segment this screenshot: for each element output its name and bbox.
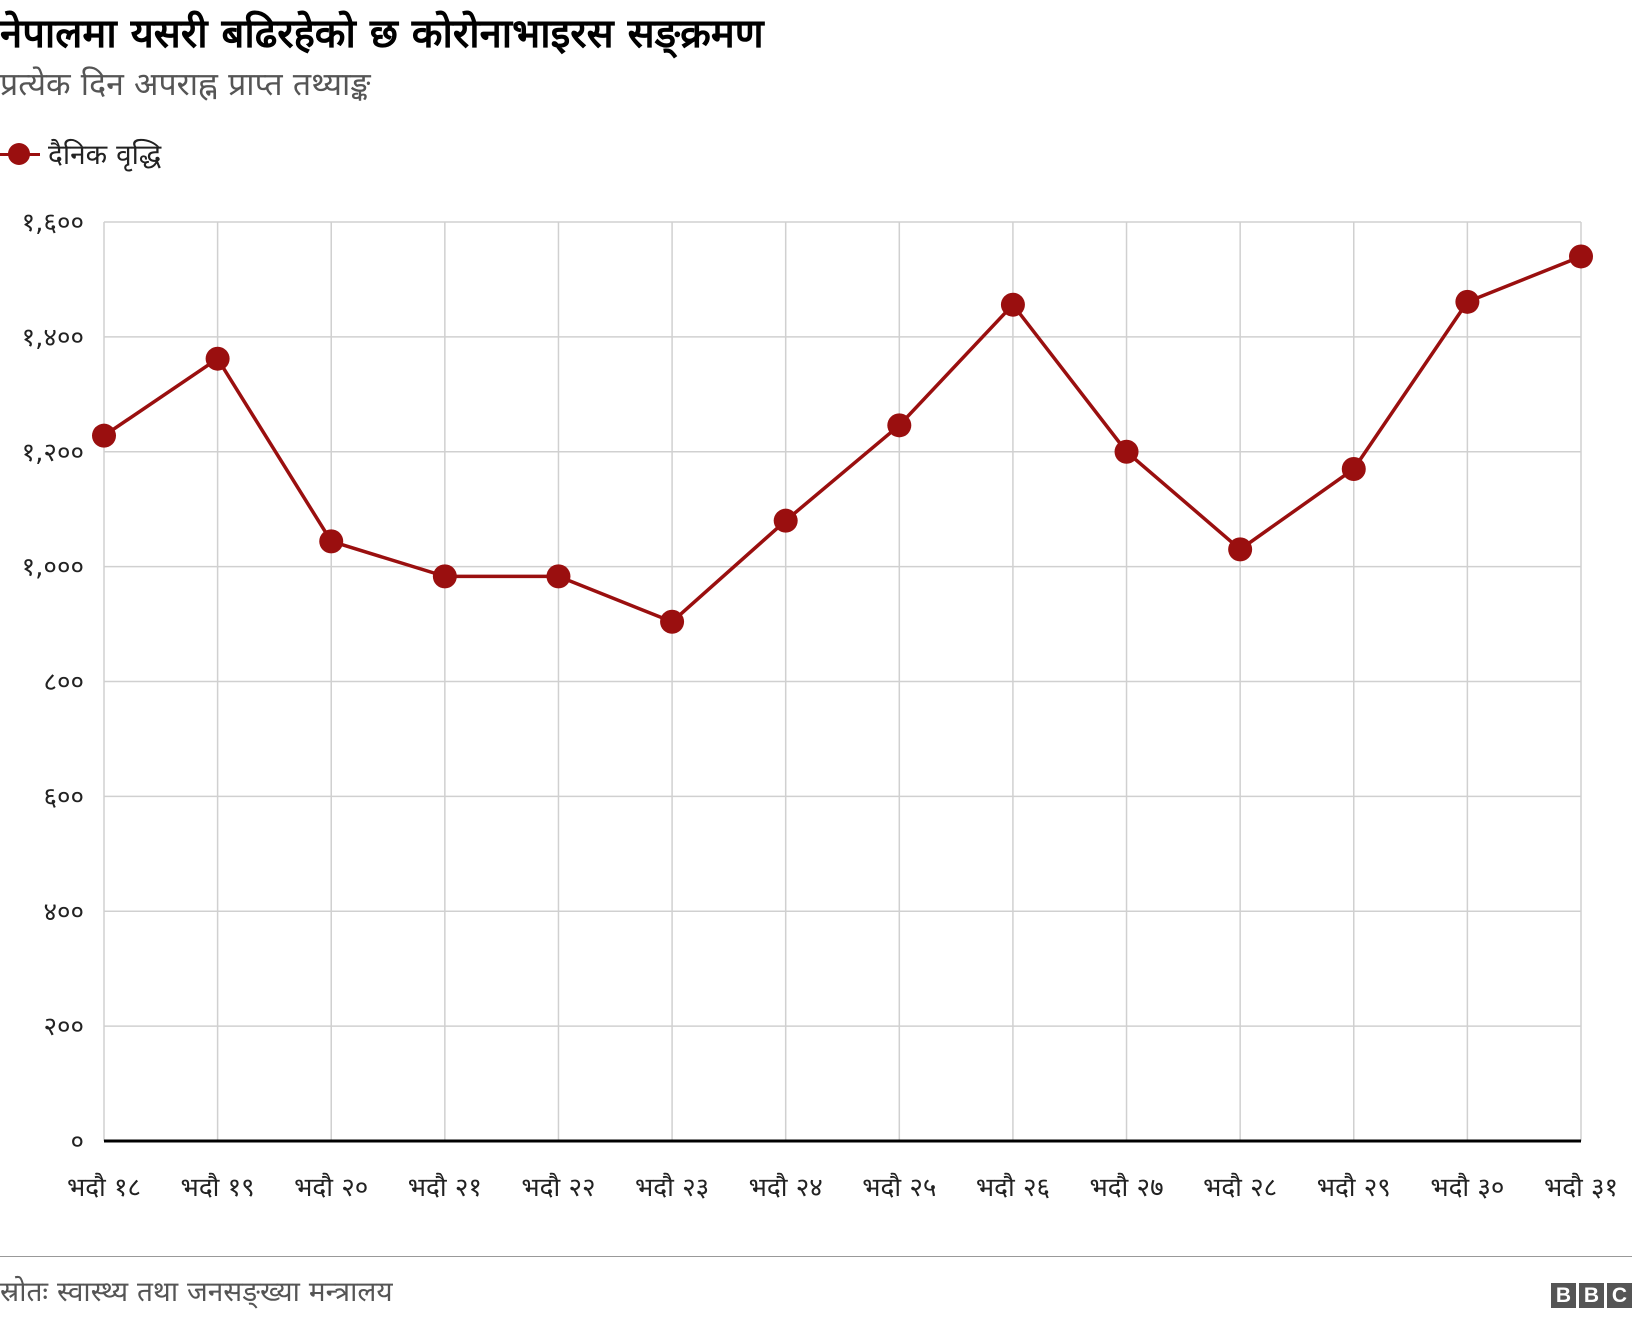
data-point [205, 346, 230, 371]
source-note: स्रोतः स्वास्थ्य तथा जनसङ्ख्या मन्त्रालय [0, 1275, 393, 1308]
x-tick-label: भदौ २६ [976, 1172, 1050, 1203]
y-tick-label: १,००० [22, 553, 84, 583]
x-tick-label: भदौ २० [294, 1172, 368, 1203]
y-tick-label: २०० [43, 1012, 84, 1042]
y-tick-label: १,४०० [22, 323, 84, 353]
x-tick-label: भदौ १८ [67, 1172, 141, 1203]
axis-layer: ० २०० ४०० ६०० ८०० १,००० १,२०० १,४०० १,६०० भदौ १८ भ… [22, 208, 1618, 1203]
bbc-logo-letter: B [1551, 1283, 1576, 1308]
data-point [660, 609, 685, 634]
x-tick-label: भदौ ३० [1430, 1172, 1504, 1203]
x-tick-label: भदौ १९ [181, 1172, 255, 1203]
data-point [1114, 439, 1139, 464]
data-point [319, 529, 344, 554]
series-line [103, 254, 1582, 624]
footer-divider [0, 1256, 1632, 1257]
data-point [773, 508, 798, 533]
y-tick-label: १,६०० [22, 208, 84, 238]
x-tick-label: भदौ २५ [862, 1172, 936, 1203]
data-point [1000, 292, 1025, 317]
data-point [1569, 244, 1593, 269]
legend: दैनिक वृद्धि [0, 136, 161, 172]
line-chart: ० २०० ४०० ६०० ८०० १,००० १,२०० १,४०० १,६०० भदौ १८ भ… [22, 208, 1618, 1203]
bbc-logo-letter: B [1579, 1283, 1604, 1308]
y-tick-label: ० [70, 1127, 84, 1157]
x-tick-label: भदौ २४ [749, 1172, 823, 1203]
data-point [1341, 456, 1366, 481]
x-tick-label: भदौ २१ [408, 1172, 482, 1203]
data-point [432, 564, 457, 589]
y-tick-label: ६०० [43, 782, 84, 812]
chart-subtitle: प्रत्येक दिन अपराह्न प्राप्त तथ्याङ्क [0, 65, 371, 103]
data-point [546, 564, 571, 589]
data-point [92, 423, 116, 448]
y-tick-label: ४०० [43, 897, 84, 927]
legend-label: दैनिक वृद्धि [48, 138, 162, 171]
x-tick-label: भदौ २८ [1203, 1172, 1277, 1203]
data-point [887, 413, 912, 438]
y-tick-label: १,२०० [22, 438, 84, 468]
bbc-logo: B B C [1551, 1283, 1632, 1308]
y-tick-label: ८०० [43, 668, 84, 698]
x-tick-label: भदौ २९ [1317, 1172, 1391, 1203]
x-tick-label: भदौ २७ [1089, 1172, 1163, 1203]
chart-title: नेपालमा यसरी बढिरहेको छ कोरोनाभाइरस सङ्क… [0, 11, 764, 57]
grid-layer [103, 221, 1582, 1141]
bbc-logo-letter: C [1607, 1283, 1632, 1308]
data-point [1455, 289, 1480, 314]
legend-marker [0, 136, 40, 172]
series-layer [92, 244, 1593, 634]
x-tick-label: भदौ २२ [521, 1172, 595, 1203]
data-point [1228, 537, 1253, 562]
x-tick-label: भदौ २३ [635, 1172, 709, 1203]
x-tick-label: भदौ ३१ [1544, 1172, 1618, 1203]
